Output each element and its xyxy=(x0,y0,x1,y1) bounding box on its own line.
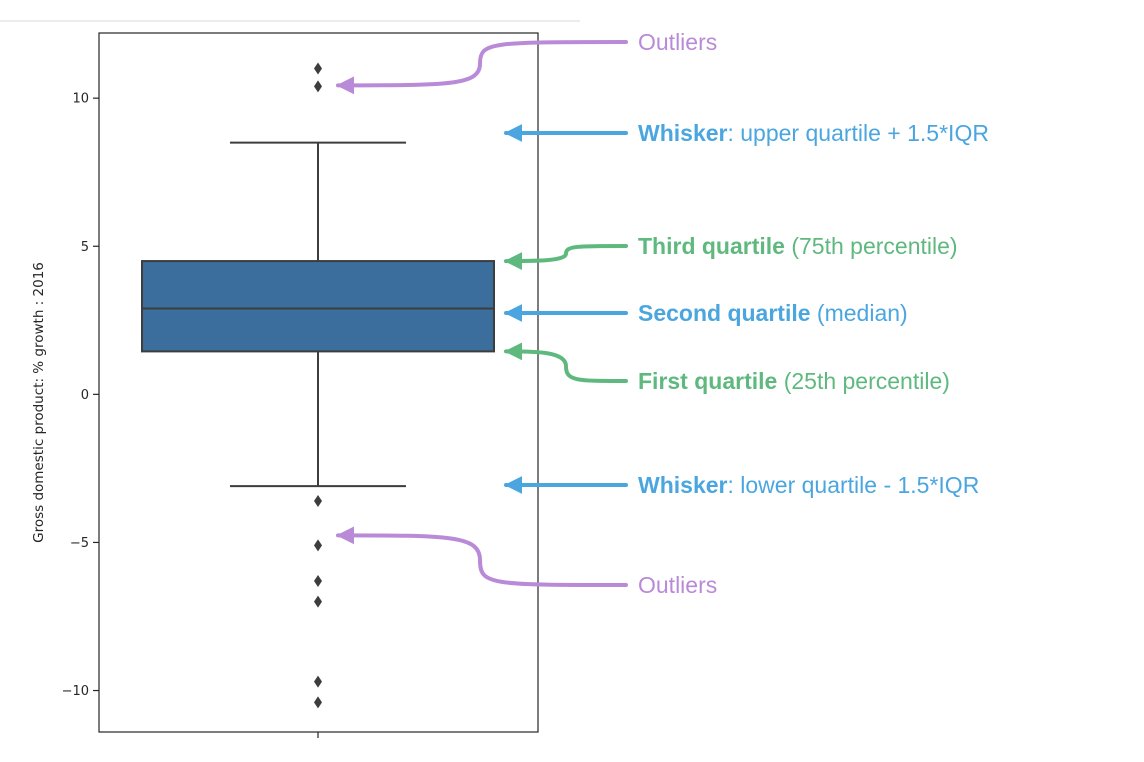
outlier-point xyxy=(314,494,322,507)
annotation-label-third-quartile: Third quartile (75th percentile) xyxy=(638,233,958,259)
annotation-arrow-third-quartile xyxy=(504,244,628,271)
outlier-point xyxy=(314,675,322,688)
annotation-label-text: (75th percentile) xyxy=(785,233,958,259)
annotation-label-text: Outliers xyxy=(638,572,717,598)
annotation-label-bold: Whisker xyxy=(638,120,728,146)
annotation-label-text: (25th percentile) xyxy=(777,368,950,394)
annotation-label-bold: Second quartile xyxy=(638,300,811,326)
outlier-point xyxy=(314,574,322,587)
annotation-arrow-outliers-bottom xyxy=(336,526,628,587)
y-tick-label: −5 xyxy=(70,536,89,551)
y-tick-label: −10 xyxy=(62,684,89,699)
annotation-label-second-quartile: Second quartile (median) xyxy=(638,300,908,326)
annotation-label-outliers-bottom: Outliers xyxy=(638,572,717,598)
outlier-point xyxy=(314,62,322,75)
annotation-label-bold: Third quartile xyxy=(638,233,785,259)
annotation-label-bold: First quartile xyxy=(638,368,777,394)
annotation-label-text: (median) xyxy=(811,300,908,326)
annotation-arrow-first-quartile xyxy=(504,342,628,383)
annotation-label-text: : upper quartile + 1.5*IQR xyxy=(727,120,988,146)
annotation-label-whisker-lower: Whisker: lower quartile - 1.5*IQR xyxy=(638,472,979,498)
y-tick-label: 0 xyxy=(81,388,89,403)
annotation-label-text: : lower quartile - 1.5*IQR xyxy=(727,472,979,498)
y-axis-label: Gross domestic product: % growth : 2016 xyxy=(31,262,47,543)
y-tick-label: 5 xyxy=(81,240,89,255)
iqr-box xyxy=(141,260,495,353)
outlier-point xyxy=(314,595,322,608)
outlier-point xyxy=(314,539,322,552)
annotation-label-bold: Whisker xyxy=(638,472,728,498)
annotation-label-first-quartile: First quartile (25th percentile) xyxy=(638,368,950,394)
outlier-point xyxy=(314,696,322,709)
outlier-point xyxy=(314,80,322,93)
annotation-label-outliers-top: Outliers xyxy=(638,29,717,55)
annotation-arrow-outliers-top xyxy=(336,40,628,95)
y-tick-label: 10 xyxy=(72,92,89,107)
annotation-label-whisker-upper: Whisker: upper quartile + 1.5*IQR xyxy=(638,120,989,146)
annotation-label-text: Outliers xyxy=(638,29,717,55)
